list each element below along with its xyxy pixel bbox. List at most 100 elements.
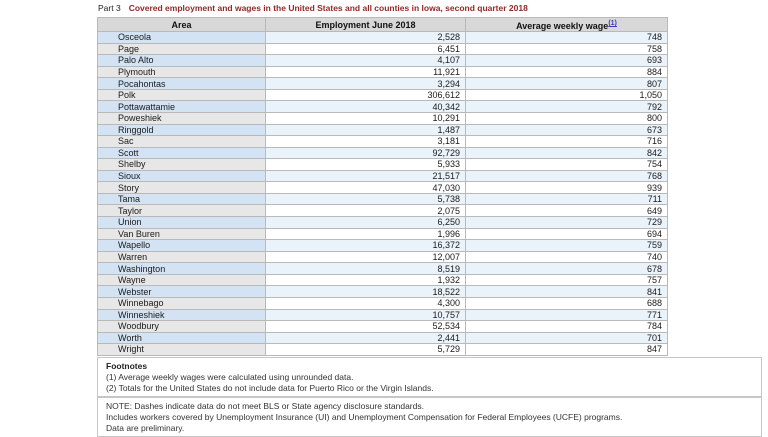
- column-header-wage: Average weekly wage(1): [465, 17, 668, 32]
- table-row: Shelby 5,933 754: [97, 158, 668, 171]
- footnotes-heading: Footnotes: [106, 361, 148, 371]
- column-header-area-label: Area: [171, 19, 192, 30]
- table-row: Warren 12,007 740: [97, 250, 668, 264]
- part-label: Part 3: [98, 3, 121, 13]
- note-box: NOTE: Dashes indicate data do not meet B…: [97, 397, 762, 437]
- wage-cell: 768: [465, 169, 668, 183]
- table-row: Worth 2,441 701: [97, 331, 668, 345]
- wage-cell: 847: [465, 343, 668, 356]
- area-cell: Wright: [97, 343, 266, 356]
- area-cell: Washington: [97, 262, 266, 275]
- employment-cell: 2,528: [265, 31, 466, 44]
- employment-cell: 12,007: [265, 250, 466, 264]
- employment-cell: 11,921: [265, 65, 466, 79]
- wage-cell: 711: [465, 192, 668, 206]
- table-row: Winneshiek 10,757 771: [97, 308, 668, 322]
- employment-cell: 2,441: [265, 331, 466, 345]
- area-cell: Ringgold: [97, 123, 266, 137]
- employment-cell: 16,372: [265, 239, 466, 252]
- area-cell: Shelby: [97, 158, 266, 171]
- table-row: Washington 8,519 678: [97, 262, 668, 275]
- employment-cell: 52,534: [265, 320, 466, 333]
- table-row: Wapello 16,372 759: [97, 239, 668, 252]
- employment-cell: 47,030: [265, 181, 466, 194]
- employment-cell: 40,342: [265, 100, 466, 113]
- column-header-area: Area: [97, 17, 266, 32]
- wage-cell: 759: [465, 239, 668, 252]
- table-row: Union 6,250 729: [97, 216, 668, 229]
- area-cell: Poweshiek: [97, 111, 266, 125]
- area-cell: Page: [97, 42, 266, 56]
- area-cell: Van Buren: [97, 227, 266, 241]
- employment-cell: 5,738: [265, 192, 466, 206]
- wage-cell: 740: [465, 250, 668, 264]
- table-row: Woodbury 52,534 784: [97, 320, 668, 333]
- table-row: Winnebago 4,300 688: [97, 296, 668, 310]
- wage-cell: 841: [465, 285, 668, 298]
- employment-cell: 6,451: [265, 42, 466, 56]
- area-cell: Tama: [97, 192, 266, 206]
- employment-cell: 18,522: [265, 285, 466, 298]
- table-row: Poweshiek 10,291 800: [97, 111, 668, 125]
- area-cell: Sac: [97, 135, 266, 148]
- employment-cell: 3,294: [265, 77, 466, 90]
- area-cell: Worth: [97, 331, 266, 345]
- table-header-row: Area Employment June 2018 Average weekly…: [97, 17, 668, 32]
- table-row: Plymouth 11,921 884: [97, 65, 668, 79]
- employment-cell: 1,996: [265, 227, 466, 241]
- area-cell: Plymouth: [97, 65, 266, 79]
- employment-cell: 1,487: [265, 123, 466, 137]
- area-cell: Webster: [97, 285, 266, 298]
- wage-cell: 716: [465, 135, 668, 148]
- wage-footnote-link[interactable]: (1): [608, 20, 617, 27]
- footnotes-box: Footnotes (1) Average weekly wages were …: [97, 357, 762, 398]
- area-cell: Winneshiek: [97, 308, 266, 322]
- wage-cell: 729: [465, 216, 668, 229]
- area-cell: Warren: [97, 250, 266, 264]
- employment-cell: 306,612: [265, 88, 466, 102]
- note-line-1: NOTE: Dashes indicate data do not meet B…: [106, 401, 424, 411]
- wage-cell: 693: [465, 54, 668, 67]
- employment-cell: 10,757: [265, 308, 466, 322]
- table-row: Story 47,030 939: [97, 181, 668, 194]
- page-header: Part 3 Covered employment and wages in th…: [98, 3, 528, 13]
- wage-cell: 701: [465, 331, 668, 345]
- wage-cell: 842: [465, 146, 668, 160]
- employment-cell: 2,075: [265, 204, 466, 217]
- employment-cell: 21,517: [265, 169, 466, 183]
- wage-cell: 649: [465, 204, 668, 217]
- table-row: Pottawattamie 40,342 792: [97, 100, 668, 113]
- wage-cell: 673: [465, 123, 668, 137]
- area-cell: Union: [97, 216, 266, 229]
- area-cell: Scott: [97, 146, 266, 160]
- employment-cell: 3,181: [265, 135, 466, 148]
- area-cell: Wayne: [97, 273, 266, 287]
- wage-cell: 884: [465, 65, 668, 79]
- wage-cell: 784: [465, 320, 668, 333]
- area-cell: Sioux: [97, 169, 266, 183]
- table-row: Ringgold 1,487 673: [97, 123, 668, 137]
- footnote-item-1: (1) Average weekly wages were calculated…: [106, 371, 354, 382]
- wage-cell: 757: [465, 273, 668, 287]
- wage-cell: 758: [465, 42, 668, 56]
- area-cell: Story: [97, 181, 266, 194]
- table-row: Pocahontas 3,294 807: [97, 77, 668, 90]
- table-row: Wayne 1,932 757: [97, 273, 668, 287]
- employment-cell: 5,729: [265, 343, 466, 356]
- page-title: Covered employment and wages in the Unit…: [128, 3, 528, 13]
- note-line-3: Data are preliminary.: [106, 422, 185, 433]
- area-cell: Osceola: [97, 31, 266, 44]
- table-row: Polk 306,612 1,050: [97, 88, 668, 102]
- employment-wages-table: Area Employment June 2018 Average weekly…: [97, 17, 668, 356]
- area-cell: Pocahontas: [97, 77, 266, 90]
- column-header-employment-label: Employment June 2018: [315, 19, 416, 30]
- table-row: Wright 5,729 847: [97, 343, 668, 356]
- area-cell: Polk: [97, 88, 266, 102]
- employment-cell: 1,932: [265, 273, 466, 287]
- wage-cell: 792: [465, 100, 668, 113]
- table-row: Taylor 2,075 649: [97, 204, 668, 217]
- wage-cell: 807: [465, 77, 668, 90]
- note-line-2: Includes workers covered by Unemployment…: [106, 411, 623, 422]
- wage-cell: 800: [465, 111, 668, 125]
- employment-cell: 92,729: [265, 146, 466, 160]
